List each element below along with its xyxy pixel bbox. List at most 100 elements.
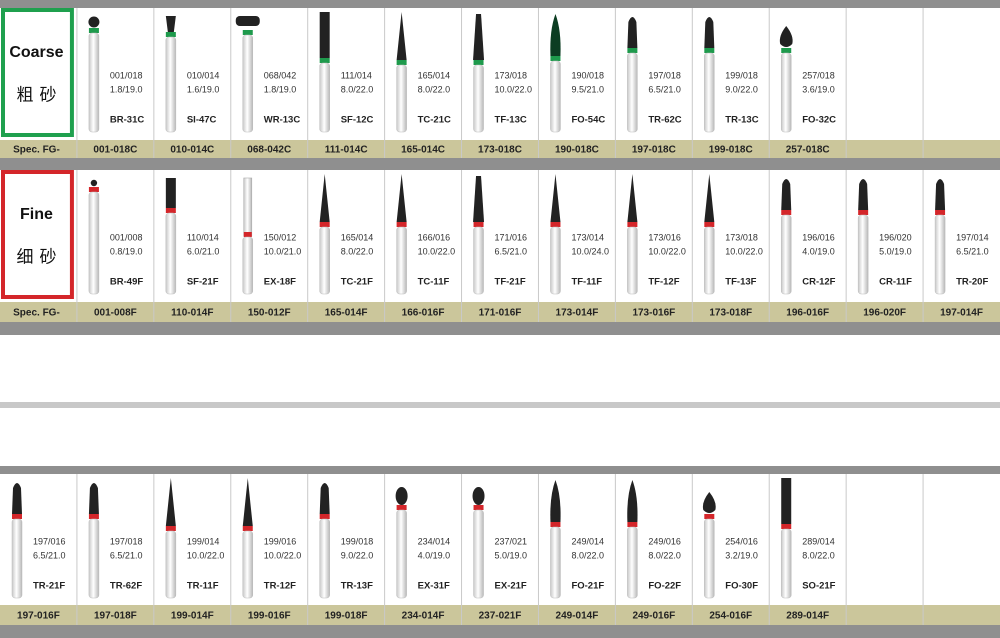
bur-size: 173/018: [495, 70, 528, 80]
bur-ref: 111-014C: [325, 145, 368, 156]
bur-head: [781, 179, 792, 210]
bur-ref: 166-016F: [402, 308, 445, 319]
bur-head: [627, 17, 638, 48]
bur-band: [319, 58, 330, 63]
bur-code: BR-49F: [110, 277, 143, 288]
bur-band: [396, 222, 407, 227]
bur-shank: [473, 509, 484, 599]
bur-code: TR-11F: [187, 581, 219, 592]
bur-head: [396, 174, 407, 222]
bur-ref: 257-018C: [786, 145, 830, 156]
bur-code: TF-13F: [725, 277, 756, 288]
bur-ref: 199-018C: [709, 145, 753, 156]
bur-band: [704, 48, 715, 53]
bur-code: FO-22F: [648, 581, 681, 592]
bur-band: [319, 514, 330, 519]
bur-code: TF-13C: [495, 115, 527, 126]
bur-shank: [934, 214, 946, 295]
bur-dims: 8.0/22.0: [418, 84, 451, 94]
bur-ref: 197-014F: [940, 308, 983, 319]
bur-code: TC-21F: [341, 277, 373, 288]
bur-size: 234/014: [418, 536, 451, 546]
bur-ref: 001-018C: [93, 145, 137, 156]
bur-band: [473, 222, 484, 227]
bur-ref: 010-014C: [170, 145, 214, 156]
bur-band: [627, 48, 638, 53]
bur-ref: 001-008F: [94, 308, 137, 319]
bur-ref: 173-016F: [632, 308, 675, 319]
bur-shank: [780, 528, 792, 599]
bur-head: [704, 174, 715, 222]
bur-code: TR-62C: [648, 115, 681, 126]
bur-shank: [319, 62, 330, 133]
bur-band: [396, 505, 407, 510]
bur-band: [165, 32, 176, 37]
bur-shank: [550, 60, 561, 133]
bur-shank: [396, 509, 407, 599]
bur-dims: 6.5/21.0: [110, 550, 143, 560]
bur-band: [473, 505, 484, 510]
bur-dims: 4.0/19.0: [802, 246, 835, 256]
bur-size: 196/016: [802, 232, 835, 242]
bur-ref: 068-042C: [247, 145, 291, 156]
bur-size: 110/014: [187, 232, 219, 242]
bur-head: [395, 487, 408, 505]
bur-dims: 10.0/21.0: [264, 246, 302, 256]
bur-size: 190/018: [571, 70, 604, 80]
bur-dims: 10.0/22.0: [264, 550, 302, 560]
bur-code: SF-21F: [187, 277, 219, 288]
bur-dims: 3.6/19.0: [802, 84, 835, 94]
bur-ref: 173-014F: [556, 308, 599, 319]
bur-size: 257/018: [802, 70, 835, 80]
bur-ref: 196-016F: [786, 308, 829, 319]
bur-head: [935, 179, 946, 210]
bur-size: 199/014: [187, 536, 220, 546]
bur-code: SO-21F: [802, 581, 835, 592]
bur-shank: [88, 191, 100, 295]
bur-ref: 165-014C: [401, 145, 445, 156]
bur-dims: 0.8/19.0: [110, 246, 143, 256]
bur-shank: [704, 518, 715, 599]
bur-ref: 197-018C: [632, 145, 676, 156]
bur-ref: 197-018F: [94, 611, 137, 622]
bur-code: EX-18F: [264, 277, 296, 288]
bur-shank: [396, 226, 407, 295]
bur-shank: [165, 530, 177, 599]
bur-dims: 1.8/19.0: [110, 84, 143, 94]
bur-shank: [88, 32, 100, 133]
bur-size: 150/012: [264, 232, 297, 242]
bur-code: WR-13C: [264, 115, 301, 126]
bur-ref: 199-018F: [325, 611, 368, 622]
bur-head: [319, 12, 330, 58]
bur-size: 199/018: [725, 70, 758, 80]
bur-band: [319, 222, 330, 227]
bur-head: [779, 26, 793, 47]
bur-band: [781, 48, 792, 53]
bur-shank: [627, 226, 638, 295]
bur-code: CR-12F: [802, 277, 835, 288]
bur-dims: 4.0/19.0: [418, 550, 451, 560]
bur-shank: [242, 236, 254, 295]
bur-dims: 5.0/19.0: [495, 550, 528, 560]
bur-code: SF-12C: [341, 115, 374, 126]
bur-code: FO-21F: [571, 581, 604, 592]
bur-shank: [396, 64, 407, 133]
bur-head: [473, 176, 485, 222]
bur-head: [319, 483, 330, 514]
bur-ref: 196-020F: [863, 308, 906, 319]
bur-band: [473, 60, 484, 65]
spec-label: Spec. FG-: [13, 308, 60, 319]
bur-code: TR-62F: [110, 581, 142, 592]
bur-size: 166/016: [418, 232, 451, 242]
bur-size: 001/008: [110, 232, 143, 242]
bur-size: 165/014: [418, 70, 451, 80]
spec-label: Spec. FG-: [13, 145, 60, 156]
bur-shank: [165, 36, 177, 133]
bur-ref: 199-014F: [171, 611, 214, 622]
bur-head: [550, 14, 561, 56]
bur-head: [550, 480, 561, 522]
bur-band: [935, 210, 946, 215]
bur-dims: 8.0/22.0: [648, 550, 681, 560]
bur-dims: 9.5/21.0: [571, 84, 604, 94]
bur-shank: [319, 226, 330, 295]
